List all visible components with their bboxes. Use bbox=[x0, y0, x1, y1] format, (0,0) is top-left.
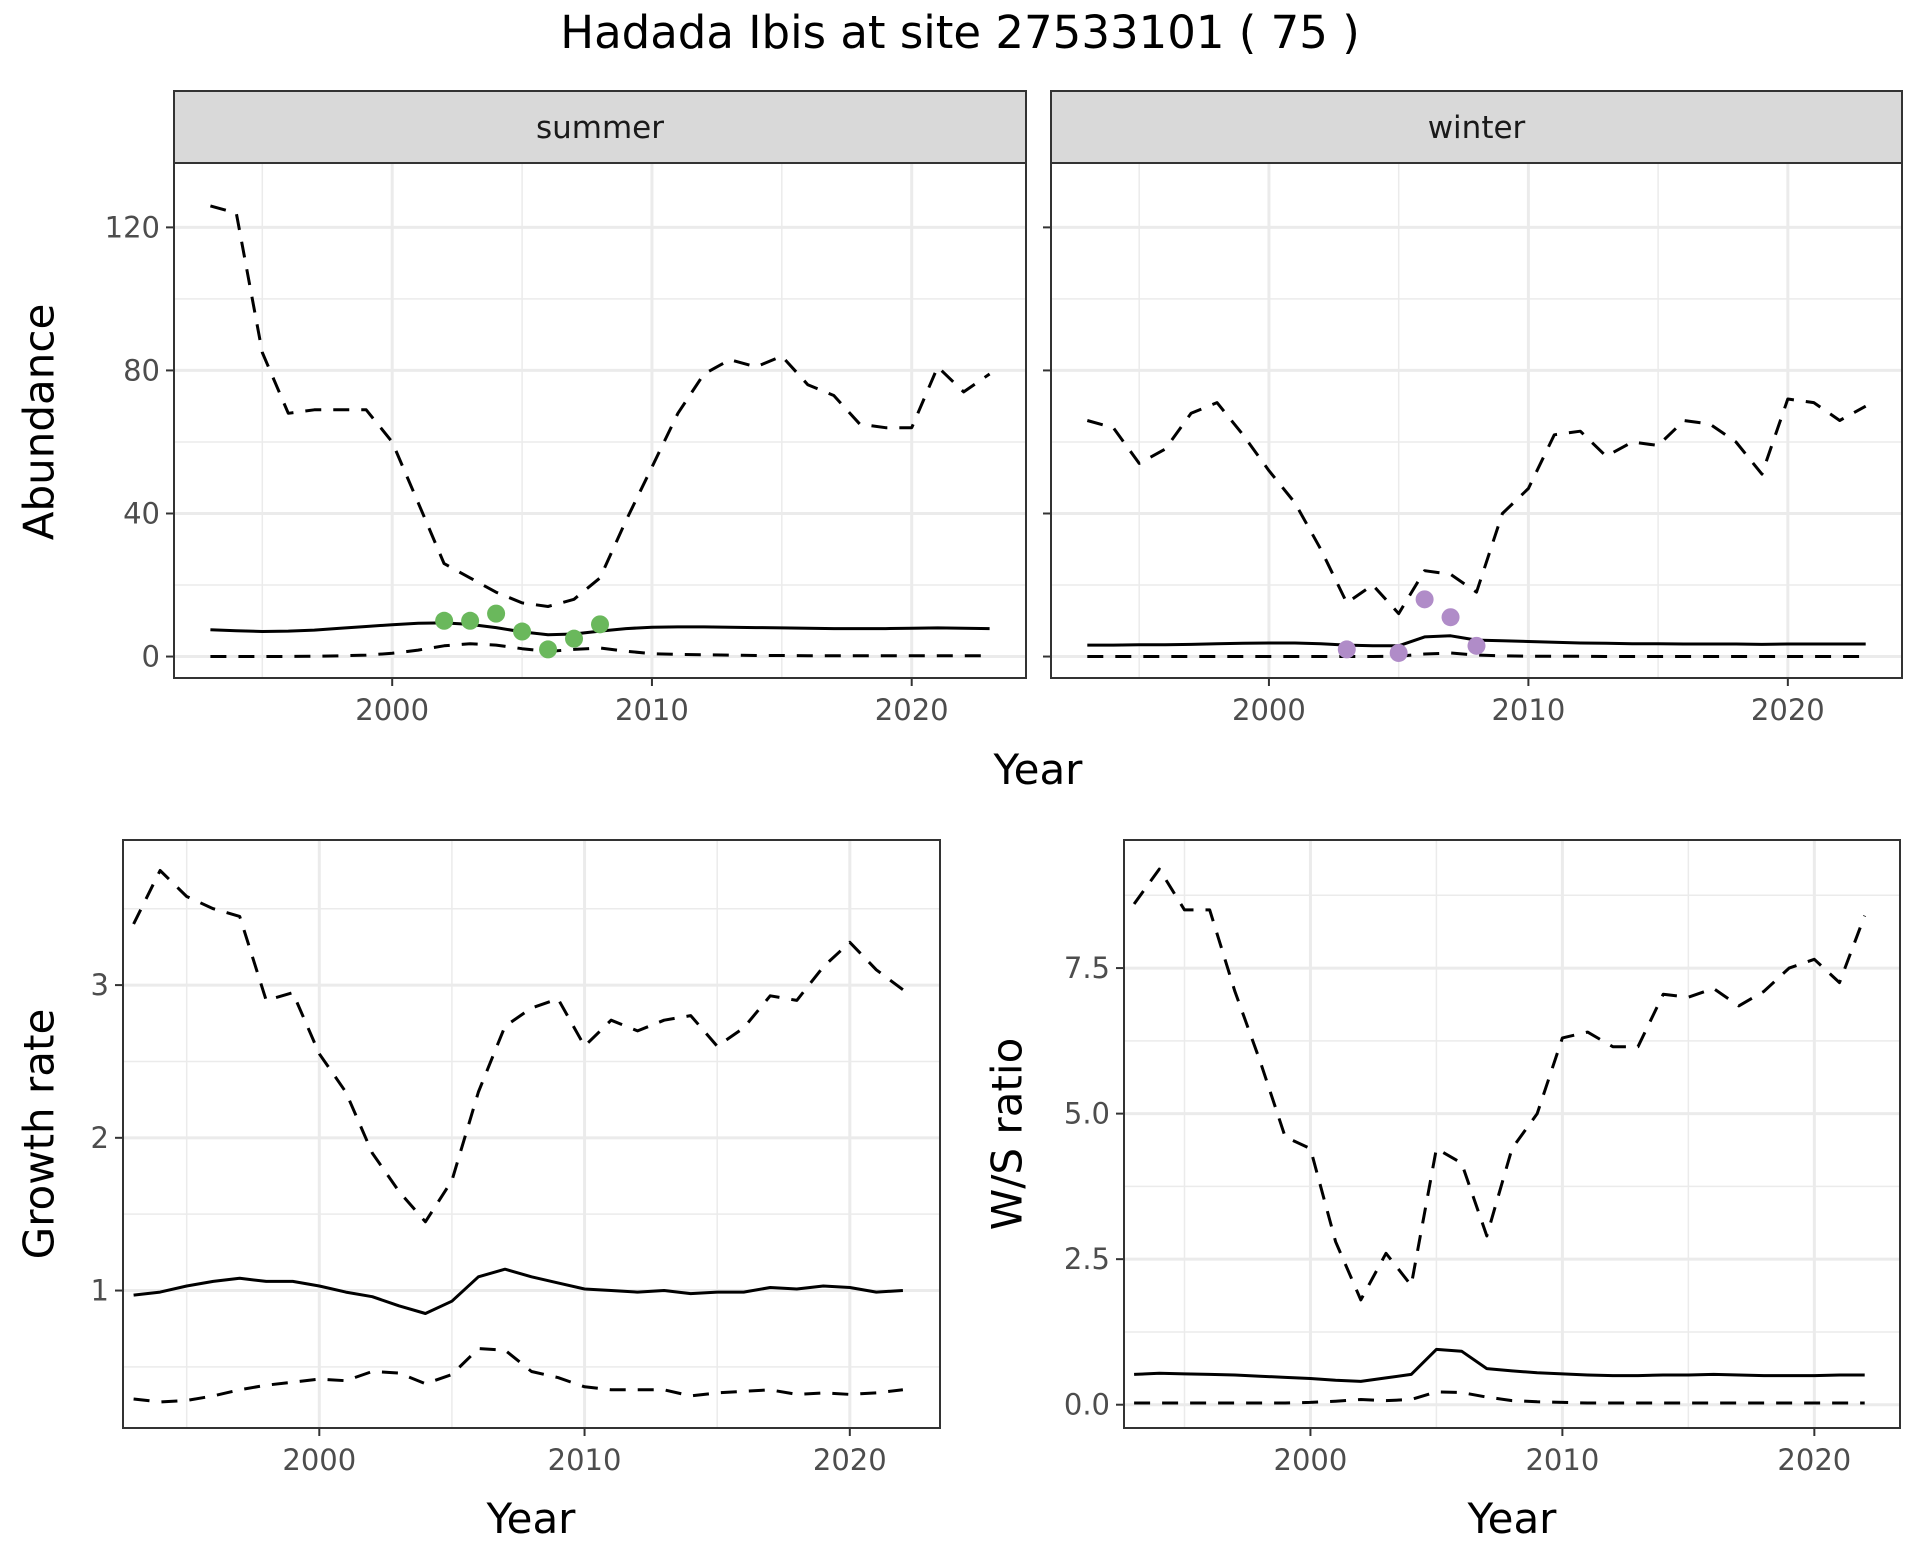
panel-border bbox=[1123, 839, 1901, 1429]
panel-3: 2000 2010 2020 0.0 2.5 5.0 7.5 W/S ratio Year bbox=[983, 839, 1901, 1543]
data-point bbox=[461, 611, 480, 630]
data-point bbox=[565, 629, 584, 648]
data-point bbox=[1415, 590, 1434, 609]
x-tick-label: 2020 bbox=[1751, 693, 1825, 727]
series-line-bound-1 bbox=[1132, 867, 1867, 1302]
y-tick-label: 0.0 bbox=[1064, 1388, 1110, 1422]
panel-background bbox=[1124, 840, 1900, 1428]
series-line-bound-2 bbox=[1087, 651, 1866, 658]
panel-1: winter 2000 2010 2020 bbox=[1043, 90, 1903, 727]
panel-2: 2000 2010 2020 1 2 3 Growth rate Year bbox=[15, 839, 941, 1543]
facet-strip-label: summer bbox=[536, 110, 664, 146]
facet-strip-label: winter bbox=[1428, 110, 1526, 146]
panel-background bbox=[174, 163, 1026, 678]
y-axis-title: Abundance bbox=[15, 304, 64, 541]
data-point bbox=[513, 622, 532, 641]
data-point bbox=[1389, 643, 1408, 662]
x-axis-title-top-row: Year bbox=[993, 745, 1084, 794]
y-tick-label: 1 bbox=[91, 1274, 109, 1308]
data-point bbox=[1441, 608, 1460, 627]
series-line-bound-1 bbox=[1086, 397, 1867, 616]
x-axis-title: Year bbox=[486, 1494, 577, 1543]
x-tick-label: 2000 bbox=[355, 693, 429, 727]
series-line-mean-0 bbox=[133, 1267, 903, 1315]
data-point bbox=[487, 604, 506, 623]
x-tick-label: 2010 bbox=[1525, 1443, 1599, 1477]
facet-strip bbox=[1050, 90, 1903, 164]
y-axis-title: Growth rate bbox=[15, 1009, 64, 1260]
x-tick-label: 2000 bbox=[1232, 693, 1306, 727]
data-point bbox=[435, 611, 454, 630]
x-tick-label: 2020 bbox=[1777, 1443, 1851, 1477]
series-line-bound-1 bbox=[132, 869, 904, 1224]
facet-strip bbox=[173, 90, 1027, 164]
series-line-bound-2 bbox=[210, 642, 990, 658]
y-tick-label: 80 bbox=[123, 353, 160, 387]
y-tick-label: 2.5 bbox=[1064, 1242, 1110, 1276]
x-tick-label: 2010 bbox=[615, 693, 689, 727]
data-point bbox=[1467, 636, 1486, 655]
figure-title: Hadada Ibis at site 27533101 ( 75 ) bbox=[560, 6, 1360, 59]
x-tick-label: 2010 bbox=[548, 1443, 622, 1477]
y-tick-label: 5.0 bbox=[1064, 1097, 1110, 1131]
panel-background bbox=[123, 840, 940, 1428]
panel-0: summer 2000 2010 2020 0 40 80 120 Abundance bbox=[15, 90, 1027, 727]
panel-background bbox=[1051, 163, 1902, 678]
x-tick-label: 2010 bbox=[1491, 693, 1565, 727]
y-tick-label: 40 bbox=[123, 496, 160, 530]
y-tick-label: 2 bbox=[91, 1121, 109, 1155]
series-line-mean-0 bbox=[1134, 1347, 1865, 1383]
series-line-bound-2 bbox=[1134, 1390, 1865, 1405]
series-line-bound-1 bbox=[209, 204, 991, 608]
x-tick-label: 2000 bbox=[282, 1443, 356, 1477]
data-point bbox=[1337, 640, 1356, 659]
x-axis-title: Year bbox=[1467, 1494, 1558, 1543]
y-tick-label: 120 bbox=[105, 210, 160, 244]
y-axis-title: W/S ratio bbox=[983, 1038, 1032, 1231]
x-tick-label: 2020 bbox=[813, 1443, 887, 1477]
x-tick-label: 2020 bbox=[875, 693, 949, 727]
series-line-bound-2 bbox=[133, 1347, 904, 1404]
y-tick-label: 3 bbox=[91, 968, 109, 1002]
panel-border bbox=[122, 839, 941, 1429]
data-point bbox=[539, 640, 558, 659]
y-tick-label: 0 bbox=[142, 640, 160, 674]
data-point bbox=[591, 615, 609, 634]
x-tick-label: 2000 bbox=[1274, 1443, 1348, 1477]
y-tick-label: 7.5 bbox=[1064, 951, 1110, 985]
